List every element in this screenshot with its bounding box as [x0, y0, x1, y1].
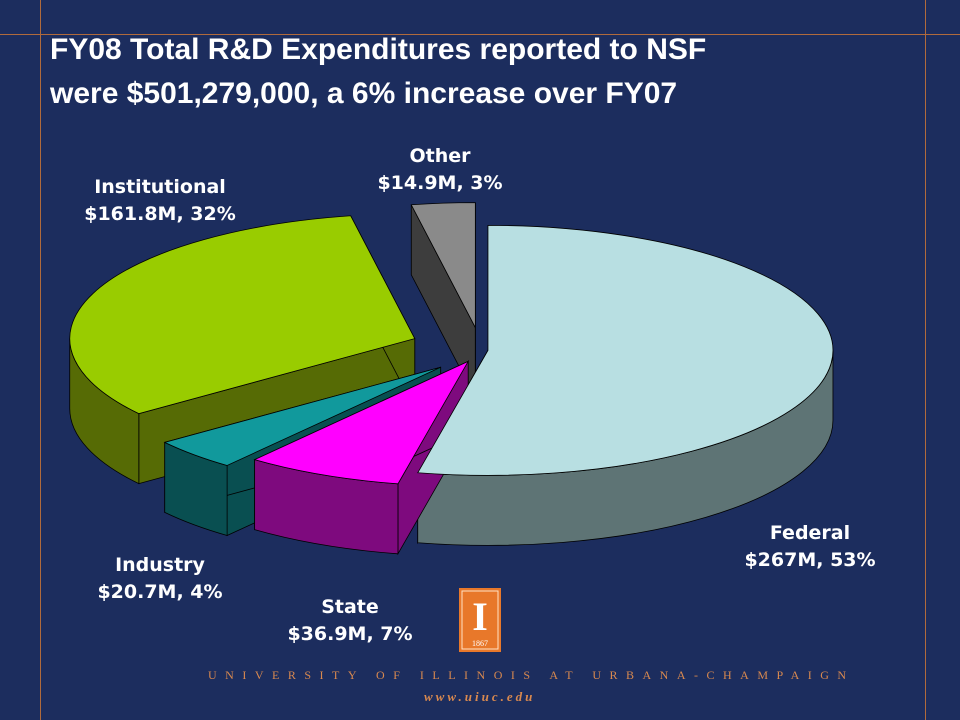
logo-background [459, 588, 501, 652]
label-other-percent: 3% [470, 172, 503, 194]
label-federal-percent: 53% [830, 549, 876, 571]
frame-line-left [40, 0, 41, 720]
slice-state [253, 360, 470, 485]
slice-other [410, 202, 476, 328]
label-state-name: State [321, 596, 379, 618]
label-institutional-name: Institutional [94, 176, 226, 198]
label-institutional-amount: $161.8M [84, 203, 177, 225]
university-logo: I 1867 [459, 588, 501, 652]
slice-industry [163, 366, 441, 466]
footer-university-name: UNIVERSITY OF ILLINOIS AT URBANA-CHAMPAI… [208, 668, 855, 682]
logo-border [461, 590, 499, 650]
slice-federal [417, 224, 834, 476]
label-industry-amount: $20.7M [97, 581, 177, 603]
slice-institutional [69, 215, 416, 415]
label-state-value: $36.9M, 7% [287, 623, 413, 645]
title-line-2: were $501,279,000, a 6% increase over FY… [50, 77, 678, 110]
footer-website-link[interactable]: www.uiuc.edu [424, 689, 536, 704]
label-industry: Industry $20.7M, 4% [70, 552, 250, 606]
label-state: State $36.9M, 7% [260, 594, 440, 648]
label-industry-name: Industry [115, 554, 205, 576]
logo-year: 1867 [472, 639, 488, 648]
frame-line-right [925, 0, 926, 720]
label-other-value: $14.9M, 3% [377, 172, 503, 194]
frame-line-top [0, 34, 960, 35]
label-other: Other $14.9M, 3% [360, 143, 520, 197]
label-federal: Federal $267M, 53% [720, 520, 900, 574]
label-industry-percent: 4% [190, 581, 223, 603]
slide-title: FY08 Total R&D Expenditures reported to … [50, 28, 930, 116]
title-line-1: FY08 Total R&D Expenditures reported to … [50, 33, 707, 66]
label-other-amount: $14.9M [377, 172, 457, 194]
label-institutional-percent: 32% [190, 203, 236, 225]
logo-block-i: I [472, 594, 488, 639]
label-federal-amount: $267M [744, 549, 817, 571]
pie-tops [69, 202, 834, 485]
label-state-percent: 7% [380, 623, 413, 645]
label-state-amount: $36.9M [287, 623, 367, 645]
label-institutional: Institutional $161.8M, 32% [60, 174, 260, 228]
label-other-name: Other [409, 145, 471, 167]
label-industry-value: $20.7M, 4% [97, 581, 223, 603]
label-federal-value: $267M, 53% [744, 549, 876, 571]
label-federal-name: Federal [769, 522, 851, 544]
label-institutional-value: $161.8M, 32% [84, 203, 236, 225]
